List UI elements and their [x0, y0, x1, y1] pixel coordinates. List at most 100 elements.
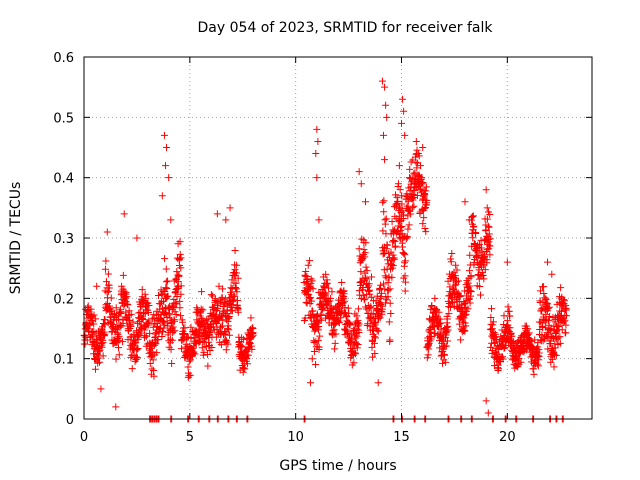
data-point: [122, 288, 130, 296]
data-point: [337, 314, 345, 322]
data-point: [233, 261, 241, 269]
data-point: [153, 349, 161, 357]
data-point: [452, 261, 460, 269]
data-point: [249, 331, 257, 339]
data-point: [530, 344, 538, 352]
data-point: [380, 131, 388, 139]
data-point: [483, 256, 491, 264]
data-point: [141, 332, 149, 340]
data-point: [200, 348, 208, 356]
data-point: [479, 271, 487, 279]
data-point: [383, 296, 391, 304]
data-point: [557, 284, 565, 292]
data-point: [161, 162, 169, 170]
data-point: [402, 278, 410, 286]
data-point: [546, 327, 554, 335]
data-point: [160, 324, 168, 332]
data-point: [228, 307, 236, 315]
data-point: [367, 303, 375, 311]
data-point: [199, 306, 207, 314]
data-point: [530, 370, 538, 378]
data-point: [350, 359, 358, 367]
data-point: [313, 174, 321, 182]
data-point: [93, 337, 101, 345]
data-point: [464, 279, 472, 287]
data-point: [555, 322, 563, 330]
data-point: [453, 266, 461, 274]
data-point: [226, 204, 234, 212]
y-tick-label: 0: [66, 413, 74, 428]
data-point: [323, 279, 331, 287]
data-point: [409, 194, 417, 202]
data-point: [325, 284, 333, 292]
data-point: [378, 77, 386, 85]
data-point: [308, 355, 316, 363]
data-point: [170, 317, 178, 325]
data-point: [302, 298, 310, 306]
data-point: [360, 296, 368, 304]
data-point: [197, 322, 205, 330]
axis-ticks: 0 5 10 15 20 0 0.1 0.2 0.3 0.4 0.5 0.6: [53, 51, 592, 445]
data-point: [503, 258, 511, 266]
data-point: [480, 275, 488, 283]
data-point: [232, 285, 240, 293]
data-point: [154, 336, 162, 344]
data-point: [386, 336, 394, 344]
data-point: [313, 125, 321, 133]
data-point: [164, 277, 172, 285]
data-point: [370, 339, 378, 347]
data-point: [461, 311, 469, 319]
data-point: [486, 235, 494, 243]
data-point: [104, 270, 112, 278]
y-tick-label: 0.6: [53, 51, 74, 66]
data-point: [122, 294, 130, 302]
data-point: [548, 355, 556, 363]
data-point: [562, 329, 570, 337]
data-point: [412, 158, 420, 166]
data-point: [234, 308, 242, 316]
data-point: [456, 320, 464, 328]
data-point: [544, 304, 552, 312]
data-point: [374, 379, 382, 387]
data-point: [447, 303, 455, 311]
data-point: [362, 239, 370, 247]
data-point: [304, 290, 312, 298]
data-point: [404, 206, 412, 214]
data-point: [123, 293, 131, 301]
data-point: [304, 261, 312, 269]
data-point: [322, 270, 330, 278]
data-point: [224, 314, 232, 322]
data-point: [237, 343, 245, 351]
data-point: [128, 365, 136, 373]
data-point: [486, 242, 494, 250]
data-point: [115, 332, 123, 340]
data-point: [177, 264, 185, 272]
data-point: [514, 359, 522, 367]
data-point: [380, 197, 388, 205]
data-point: [554, 334, 562, 342]
data-point: [390, 255, 398, 263]
data-point: [317, 310, 325, 318]
data-point: [367, 273, 375, 281]
data-point: [315, 216, 323, 224]
data-point: [466, 282, 474, 290]
data-point: [239, 368, 247, 376]
x-tick-label: 20: [499, 430, 516, 445]
data-point: [373, 326, 381, 334]
data-point: [314, 137, 322, 145]
data-point: [306, 257, 314, 265]
data-point: [380, 208, 388, 216]
data-point: [348, 331, 356, 339]
data-point: [243, 355, 251, 363]
data-point: [382, 101, 390, 109]
data-point: [401, 257, 409, 265]
data-point: [160, 131, 168, 139]
data-point: [316, 332, 324, 340]
data-point: [341, 297, 349, 305]
data-point: [462, 310, 470, 318]
data-point: [489, 321, 497, 329]
data-point: [321, 289, 329, 297]
data-point: [442, 342, 450, 350]
data-point: [118, 282, 126, 290]
data-point: [421, 204, 429, 212]
